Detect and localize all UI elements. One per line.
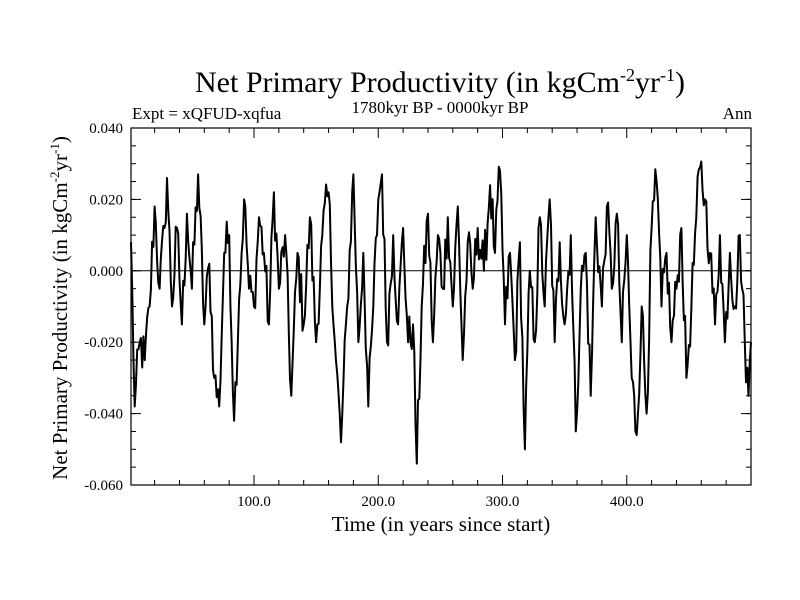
x-tick-label: 200.0 <box>361 494 395 510</box>
plot-area <box>130 127 752 486</box>
ylabel-end: ) <box>48 136 72 143</box>
subtitle-period: 1780kyr BP - 0000kyr BP <box>352 98 529 117</box>
title-end: ) <box>675 66 685 99</box>
ylabel-sup1: -2 <box>47 172 62 183</box>
title-main: Net Primary Productivity (in kgCm <box>195 66 620 99</box>
ylabel-sup2: -1 <box>47 143 62 154</box>
subtitle-experiment: Expt = xQFUD-xqfua <box>132 104 282 123</box>
x-tick-labels: 100.0 200.0 300.0 400.0 <box>237 494 643 510</box>
series-line-npp <box>130 160 752 465</box>
x-tick-label: 300.0 <box>486 494 520 510</box>
y-tick-label: -0.040 <box>84 407 123 423</box>
y-tick-label: -0.060 <box>84 478 123 494</box>
y-axis-label: Net Primary Productivity (in kgCm-2yr-1) <box>47 136 72 480</box>
subtitle-season: Ann <box>723 104 753 123</box>
y-tick-label: 0.020 <box>89 192 123 208</box>
x-axis-label: Time (in years since start) <box>332 512 551 536</box>
x-tick-label: 100.0 <box>237 494 271 510</box>
ylabel-main: Net Primary Productivity (in kgCm <box>48 182 72 479</box>
y-tick-label: 0.000 <box>89 264 123 280</box>
x-tick-label: 400.0 <box>610 494 644 510</box>
ylabel-mid: yr <box>48 154 72 172</box>
title-mid: yr <box>635 66 660 99</box>
title-sup1: -2 <box>620 65 635 85</box>
y-tick-label: -0.020 <box>84 335 123 351</box>
y-tick-labels: -0.060 -0.040 -0.020 0.000 0.020 0.040 <box>84 121 123 494</box>
y-tick-label: 0.040 <box>89 121 123 137</box>
axis-ticks <box>131 127 751 486</box>
chart-title: Net Primary Productivity (in kgCm-2yr-1) <box>195 65 685 99</box>
title-sup2: -1 <box>660 65 675 85</box>
